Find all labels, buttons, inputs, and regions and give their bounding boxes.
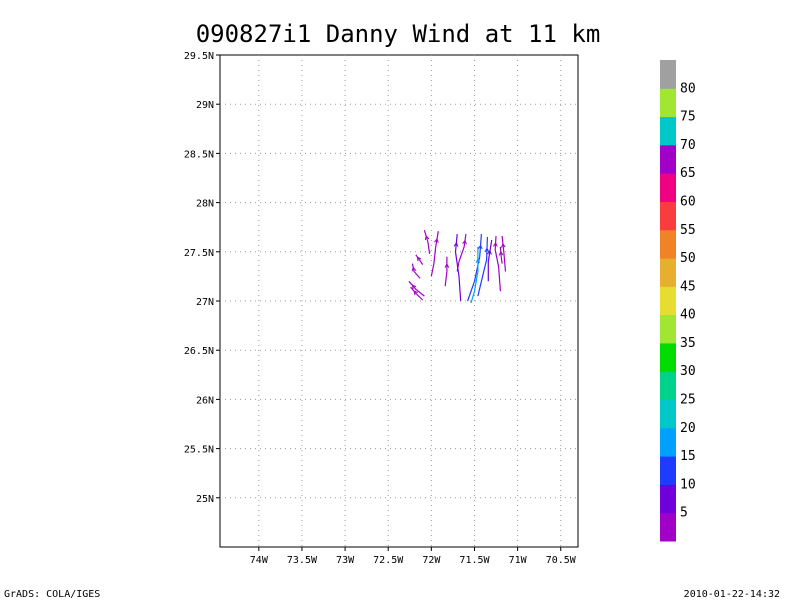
colorbar-label: 40 [680,308,696,323]
footer-credit: GrADS: COLA/IGES [4,589,100,600]
x-tick-label: 74W [250,555,269,566]
colorbar-label: 35 [680,336,696,351]
x-tick-label: 71.5W [459,555,490,566]
y-tick-label: 27.5N [184,248,214,259]
x-tick-label: 70.5W [546,555,577,566]
streamline-arrow [453,241,459,247]
streamline-arrow [424,235,430,241]
streamline-arrow [411,284,417,290]
y-tick-label: 28.5N [184,149,214,160]
streamline [411,263,421,279]
streamline-arrow [413,290,419,296]
colorbar-label: 20 [680,421,696,436]
streamline-arrow [475,258,481,263]
colorbar-label: 50 [680,251,696,266]
streamline-arrow [444,263,450,268]
y-tick-label: 25.5N [184,445,214,456]
streamline [501,236,507,272]
colorbar-label: 5 [680,506,688,521]
streamline-arrow [434,237,439,243]
colorbar-segment [660,286,676,316]
colorbar-segment [660,371,676,401]
colorbar-label: 70 [680,138,696,153]
streamline [415,254,424,265]
colorbar-segment [660,229,676,259]
colorbar-segment [660,512,676,542]
grid-lines [220,55,578,547]
colorbar-segment [660,201,676,231]
x-tick-label: 72W [422,555,441,566]
colorbar-segment [660,427,676,457]
streamline-arrow [500,242,506,248]
colorbar-segment [660,88,676,118]
streamline-arrow [462,239,467,245]
colorbar-label: 75 [680,110,696,125]
colorbar-segment [660,484,676,514]
streamline-arrow [493,241,498,247]
colorbar-segment [660,314,676,344]
streamline [423,230,431,254]
y-axis-ticks: 25N 25.5N 26N 26.5N 27N 27.5N 28N 28.5N 29N 29.5N [184,51,220,505]
colorbar-label: 55 [680,223,696,238]
x-tick-label: 71W [509,555,528,566]
colorbar-segment [660,116,676,146]
streamline [410,286,424,301]
streamline-arrow [484,247,490,253]
footer-timestamp: 2010-01-22-14:32 [684,589,780,600]
y-tick-label: 25N [196,494,214,505]
streamline [456,234,467,272]
colorbar-label: 30 [680,364,696,379]
streamline-arrow [411,266,417,272]
colorbar-label: 25 [680,393,696,408]
x-tick-label: 73W [336,555,355,566]
y-tick-label: 26.5N [184,346,214,357]
colorbar-label: 15 [680,449,696,464]
colorbar: 5 10 15 20 25 30 35 40 45 50 55 60 65 70 75 80 [660,60,696,542]
colorbar-label: 80 [680,81,696,96]
x-axis-ticks: 74W 73.5W 73W 72.5W 72W 71.5W 71W 70.5W [250,547,577,566]
streamline [430,231,439,277]
colorbar-segment [660,399,676,429]
colorbar-segment [660,144,676,174]
y-tick-label: 29.5N [184,51,214,62]
x-tick-label: 73.5W [287,555,318,566]
y-tick-label: 28N [196,199,214,210]
y-tick-label: 27N [196,297,214,308]
colorbar-label: 10 [680,477,696,492]
streamline [408,280,425,297]
plot-frame [219,54,579,548]
colorbar-label: 65 [680,166,696,181]
x-tick-label: 72.5W [373,555,404,566]
streamline [454,234,462,302]
colorbar-label: 60 [680,194,696,209]
streamline-arrow [416,256,422,262]
y-tick-label: 26N [196,395,214,406]
streamline [477,236,488,297]
colorbar-segment [660,173,676,202]
streamline-arrow [498,250,504,256]
colorbar-label: 45 [680,279,696,294]
colorbar-segment [660,342,676,372]
streamline-arrow [487,249,492,255]
chart-title: 090827i1 Danny Wind at 11 km [196,20,601,48]
streamline [499,246,503,264]
colorbar-segment [660,60,676,89]
colorbar-segment [660,258,676,287]
streamline [444,256,448,287]
streamline-arrow [477,244,483,250]
streamline [487,239,493,282]
wind-streamlines [408,230,507,304]
y-tick-label: 29N [196,100,214,111]
colorbar-segment [660,456,676,485]
